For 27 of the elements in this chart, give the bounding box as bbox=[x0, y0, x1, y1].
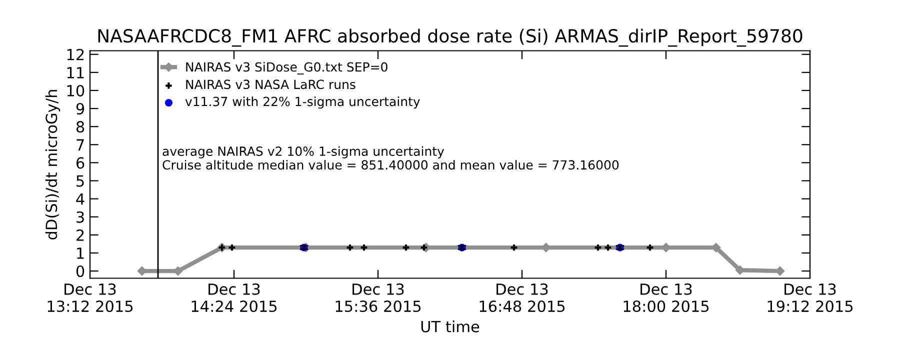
x-tick-label: Dec 13 14:24 2015 bbox=[192, 283, 277, 312]
y-tick-label: 11 bbox=[67, 67, 84, 78]
y-tick-label: 6 bbox=[76, 157, 84, 169]
x-tick-label: Dec 13 19:12 2015 bbox=[768, 283, 853, 312]
y-tick-label: 8 bbox=[76, 121, 84, 133]
y-tick-label: 3 bbox=[76, 211, 84, 223]
x-tick-label: Dec 13 16:48 2015 bbox=[480, 283, 565, 312]
y-tick-label: 12 bbox=[67, 48, 84, 60]
y-tick-label: 10 bbox=[67, 84, 84, 96]
x-tick-label: Dec 13 15:36 2015 bbox=[336, 283, 421, 312]
x-axis-title: UT time bbox=[421, 320, 480, 332]
y-tick-label: 4 bbox=[76, 193, 84, 205]
y-tick-label: 0 bbox=[76, 265, 84, 278]
legend-label: NAIRAS v3 NASA LaRC runs bbox=[186, 80, 356, 90]
legend-label: NAIRAS v3 SiDose_G0.txt SEP=0 bbox=[186, 62, 388, 74]
x-tick-label: Dec 13 18:00 2015 bbox=[624, 283, 709, 312]
x-tick-label: Dec 13 13:12 2015 bbox=[48, 283, 133, 312]
y-tick-label: 9 bbox=[76, 102, 84, 115]
y-tick-label: 5 bbox=[76, 175, 84, 187]
legend-label: v11.37 with 22% 1-sigma uncertainty bbox=[185, 96, 420, 109]
y-tick-label: 7 bbox=[76, 139, 84, 150]
annotation: Cruise altitude median value = 851.40000 and mean value = 773.16000 bbox=[162, 160, 619, 170]
y-tick-label: 1 bbox=[77, 248, 84, 259]
y-tick-label: 2 bbox=[76, 229, 84, 241]
annotation: average NAIRAS v2 10% 1-sigma uncertainty bbox=[162, 146, 444, 158]
y-axis-title: dD(Si)/dt microGy/h bbox=[45, 90, 60, 240]
chart-title: NASAAFRCDC8_FM1 AFRC absorbed dose rate (Si) ARMAS_dirIP_Report_59780 bbox=[98, 28, 802, 47]
